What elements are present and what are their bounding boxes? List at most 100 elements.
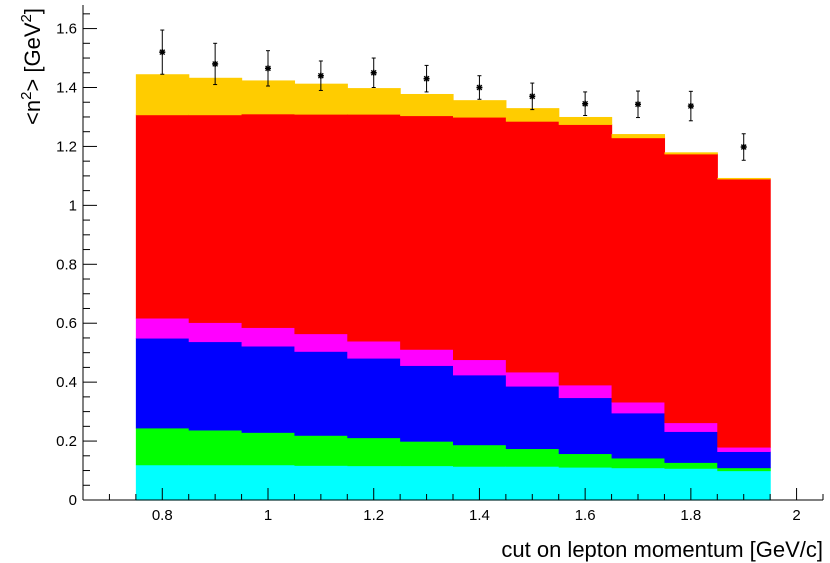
bar-segment-4 — [188, 114, 243, 323]
star-marker — [265, 65, 271, 72]
y-tick-label: 0.8 — [56, 256, 77, 273]
bar-segment-4 — [400, 115, 454, 350]
bar-segment-1 — [347, 437, 401, 467]
bar-segment-5 — [558, 116, 613, 125]
data-point — [635, 90, 641, 119]
bar-segment-1 — [135, 427, 190, 466]
bar-segment-4 — [241, 113, 296, 328]
x-tick-label: 1.2 — [363, 507, 384, 524]
bar-segment-2 — [505, 385, 560, 450]
bar-segment-1 — [188, 429, 243, 466]
bar-segment-5 — [505, 108, 560, 122]
bar-segment-3 — [188, 322, 243, 343]
data-point — [212, 42, 219, 86]
star-marker — [687, 103, 694, 109]
data-point — [317, 60, 324, 91]
y-tick-label: 0.2 — [56, 433, 77, 450]
x-tick-label: 2 — [792, 507, 800, 524]
y-tick-label: 1.2 — [56, 138, 77, 155]
bar-segment-4 — [505, 121, 560, 373]
bar-segment-5 — [453, 100, 507, 118]
x-tick-label: 1.6 — [575, 507, 596, 524]
y-tick-label: 0.6 — [56, 315, 77, 332]
y-axis-title-part: ] — [20, 8, 45, 14]
data-point — [476, 75, 483, 100]
stacked-bars — [135, 74, 771, 501]
bar-segment-2 — [135, 337, 190, 429]
bar-segment-2 — [347, 357, 401, 439]
y-tick-label: 1.6 — [56, 21, 77, 38]
x-tick-label: 1.4 — [469, 507, 490, 524]
star-marker — [635, 101, 641, 108]
bar-segment-3 — [453, 359, 507, 376]
bar-segment-2 — [664, 431, 718, 463]
bar-segment-4 — [453, 116, 507, 361]
bar-segment-3 — [558, 384, 613, 399]
x-tick-label: 0.8 — [152, 507, 173, 524]
bar-segment-4 — [664, 153, 718, 424]
bar-segment-5 — [347, 88, 401, 115]
bar-segment-2 — [241, 345, 296, 433]
bar-segment-4 — [717, 178, 771, 448]
bar-segment-1 — [505, 448, 560, 467]
bar-segment-2 — [294, 351, 348, 436]
bar-segment-1 — [664, 462, 718, 469]
x-axis-title: cut on lepton momentum [GeV/c] — [501, 537, 823, 562]
star-marker — [212, 61, 219, 67]
y-axis-title-sup: 2 — [18, 92, 35, 100]
data-point — [423, 64, 430, 93]
star-marker — [476, 84, 483, 91]
y-axis-title: <n2> [GeV2] — [18, 8, 45, 125]
bar-segment-3 — [347, 340, 401, 359]
bar-segment-3 — [717, 446, 771, 452]
bar-segment-3 — [400, 349, 454, 366]
x-tick-label: 1 — [264, 507, 272, 524]
bar-segment-2 — [453, 374, 507, 446]
data-point — [159, 29, 166, 75]
axes: 0.8 1 1.2 1.4 1.6 1.8 2 0 0.2 0.4 0.6 0.8 1 1.2 1.4 1.6 — [56, 5, 824, 524]
bar-segment-2 — [188, 341, 243, 431]
bar-segment-3 — [241, 327, 296, 347]
y-tick-label: 1.4 — [56, 80, 77, 97]
bar-segment-4 — [135, 114, 190, 319]
data-point — [265, 50, 271, 87]
bar-segment-3 — [505, 371, 560, 387]
bar-segment-1 — [453, 444, 507, 467]
bar-segment-5 — [400, 93, 454, 117]
bar-segment-4 — [611, 137, 666, 403]
data-point — [529, 82, 536, 111]
star-marker — [582, 100, 589, 107]
data-point — [582, 91, 589, 116]
bar-segment-4 — [558, 124, 613, 386]
bar-segment-1 — [241, 432, 296, 466]
bar-segment-1 — [611, 457, 666, 469]
bar-segment-1 — [717, 467, 771, 472]
y-tick-label: 1 — [69, 197, 77, 214]
star-marker — [529, 93, 536, 100]
bar-segment-2 — [558, 397, 613, 455]
bar-segment-2 — [400, 365, 454, 442]
bar-segment-3 — [294, 333, 348, 352]
bar-segment-3 — [664, 422, 718, 432]
bar-segment-4 — [294, 114, 348, 335]
data-point — [370, 57, 377, 88]
bar-segment-3 — [135, 317, 190, 339]
x-tick-label: 1.8 — [680, 507, 701, 524]
y-tick-label: 0.4 — [56, 374, 77, 391]
data-points — [159, 29, 747, 161]
y-axis-title-part: > [GeV — [20, 22, 45, 91]
y-axis-title-part: <n — [20, 100, 45, 125]
bar-segment-1 — [558, 453, 613, 468]
bar-segment-1 — [294, 435, 348, 466]
bar-segment-4 — [347, 114, 401, 342]
y-axis-title-sup: 2 — [18, 14, 35, 22]
bar-segment-1 — [400, 441, 454, 467]
star-marker — [740, 144, 747, 150]
bar-segment-5 — [664, 152, 718, 155]
data-point — [687, 90, 694, 122]
bar-segment-2 — [717, 451, 771, 469]
bar-segment-5 — [611, 134, 666, 139]
star-marker — [317, 72, 324, 79]
star-marker — [370, 69, 377, 76]
